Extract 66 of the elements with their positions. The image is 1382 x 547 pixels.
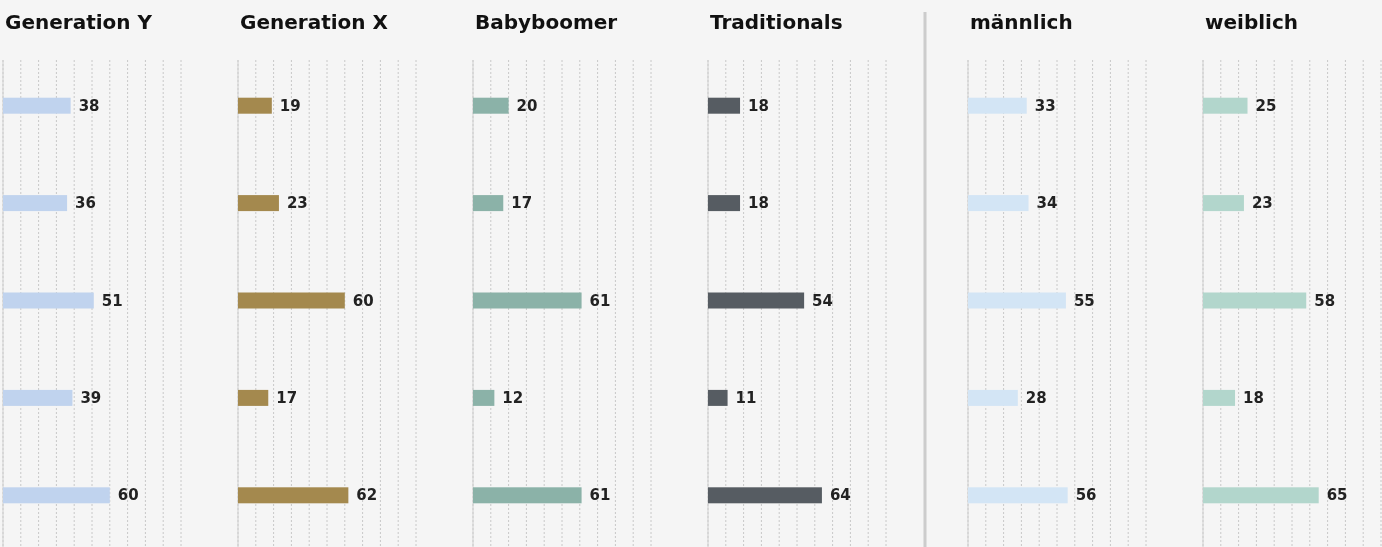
- bar: [968, 292, 1066, 309]
- bar: [238, 97, 272, 114]
- data-label: 60: [117, 486, 139, 505]
- data-label: 17: [276, 388, 298, 407]
- data-label: 38: [78, 96, 100, 115]
- data-label: 18: [1243, 388, 1264, 407]
- bar: [968, 389, 1018, 406]
- data-label: 28: [1025, 388, 1047, 407]
- chart-title: Generation X: [240, 10, 389, 34]
- bar: [708, 97, 741, 114]
- bar: [968, 195, 1029, 212]
- data-label: 25: [1255, 96, 1277, 115]
- data-label: 23: [286, 194, 308, 213]
- chart-title: weiblich: [1205, 10, 1299, 34]
- bar: [3, 97, 71, 114]
- bar: [238, 389, 269, 406]
- data-label: 56: [1075, 486, 1097, 505]
- data-label: 58: [1314, 291, 1336, 310]
- data-label: 11: [735, 388, 757, 407]
- data-label: 54: [812, 291, 833, 310]
- data-label: 18: [748, 194, 769, 213]
- data-label: 36: [75, 194, 96, 213]
- data-label: 23: [1251, 194, 1273, 213]
- data-label: 55: [1073, 291, 1095, 310]
- bar: [708, 389, 728, 406]
- data-label: 17: [511, 194, 533, 213]
- bar: [1203, 97, 1248, 114]
- bar: [968, 487, 1068, 504]
- data-label: 65: [1326, 486, 1348, 505]
- bar: [3, 487, 110, 504]
- bar: [473, 97, 509, 114]
- data-label: 34: [1036, 194, 1058, 213]
- bar: [238, 195, 279, 212]
- data-label: 12: [502, 388, 524, 407]
- data-label: 33: [1034, 96, 1056, 115]
- bar: [238, 487, 349, 504]
- bar: [238, 292, 345, 309]
- data-label: 64: [829, 486, 851, 505]
- chart-title: Traditionals: [710, 10, 843, 34]
- data-label: 18: [748, 96, 769, 115]
- chart-title: männlich: [970, 10, 1073, 34]
- bar: [473, 487, 582, 504]
- bar: [3, 292, 94, 309]
- bar: [473, 195, 504, 212]
- data-label: 20: [516, 96, 538, 115]
- bar: [968, 97, 1027, 114]
- data-label: 61: [589, 486, 611, 505]
- bar: [708, 487, 822, 504]
- bar: [3, 389, 73, 406]
- chart-title: Babyboomer: [475, 10, 618, 34]
- bar: [473, 292, 582, 309]
- data-label: 39: [80, 388, 102, 407]
- data-label: 62: [356, 486, 378, 505]
- bar: [708, 292, 805, 309]
- data-label: 51: [101, 291, 123, 310]
- bar: [1203, 487, 1319, 504]
- bar: [1203, 195, 1244, 212]
- bar: [1203, 389, 1236, 406]
- chart-title: Generation Y: [5, 10, 153, 34]
- bar: [3, 195, 68, 212]
- bar: [708, 195, 741, 212]
- data-label: 19: [279, 96, 301, 115]
- data-label: 60: [352, 291, 374, 310]
- data-label: 61: [589, 291, 611, 310]
- bar: [1203, 292, 1307, 309]
- bar: [473, 389, 495, 406]
